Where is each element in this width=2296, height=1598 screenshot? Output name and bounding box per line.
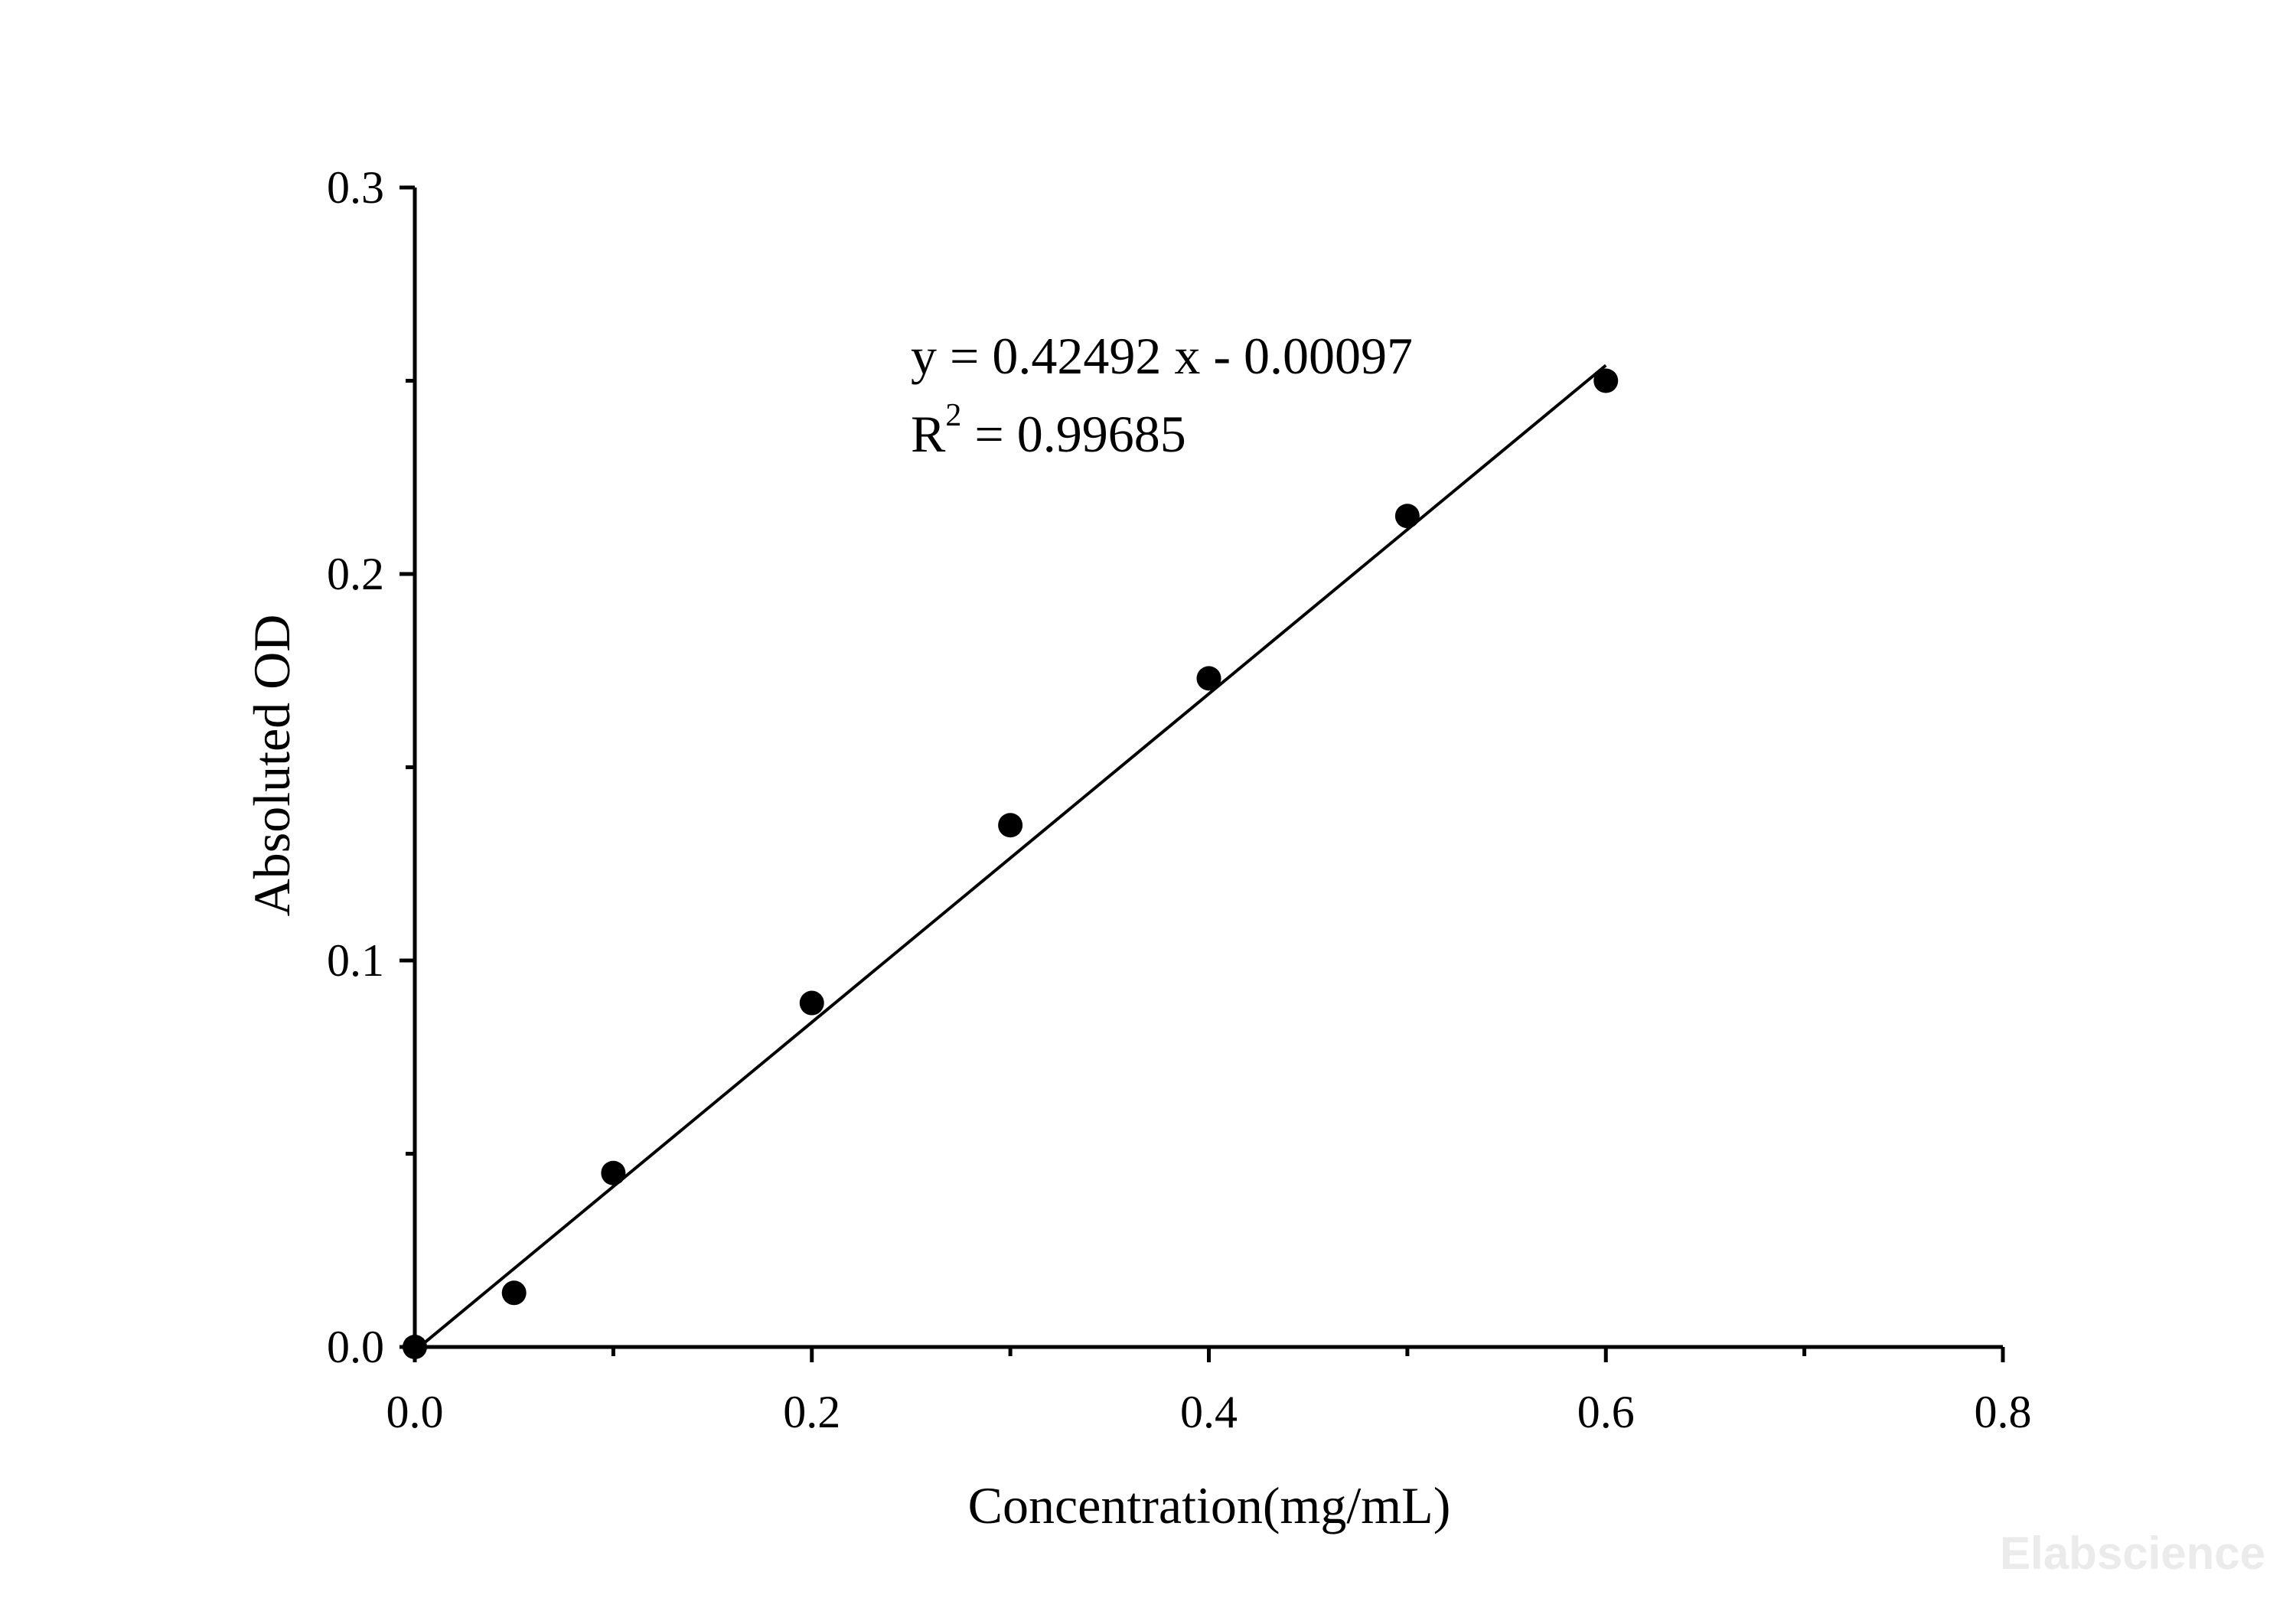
r-squared: R2 = 0.99685	[911, 398, 1186, 463]
x-tick-label: 0.4	[1180, 1387, 1238, 1437]
data-point	[601, 1160, 626, 1185]
fit-line	[413, 364, 1607, 1352]
data-point	[1394, 504, 1420, 529]
data-point	[403, 1335, 427, 1359]
data-point	[998, 813, 1023, 838]
data-point	[1593, 368, 1619, 393]
r-squared-superscript: 2	[945, 398, 961, 433]
y-axis-title: Absoluted OD	[243, 615, 301, 917]
x-tick-label: 0.0	[386, 1387, 444, 1437]
minor-ticks	[406, 379, 1807, 1356]
fit-equation: y = 0.42492 x - 0.00097	[911, 327, 1413, 385]
y-tick-label: 0.3	[327, 162, 384, 213]
tick-labels: 0.0 0.2 0.4 0.6 0.8 0.0 0.1 0.2 0.3	[327, 162, 2032, 1437]
x-tick-label: 0.6	[1577, 1387, 1635, 1437]
x-tick-label: 0.8	[1975, 1387, 2032, 1437]
x-tick-label: 0.2	[783, 1387, 840, 1437]
x-axis-title: Concentration(mg/mL)	[968, 1476, 1451, 1534]
r-squared-prefix: R	[911, 405, 946, 463]
y-tick-label: 0.0	[327, 1322, 384, 1372]
y-tick-label: 0.1	[327, 935, 384, 986]
data-point	[799, 990, 824, 1016]
data-point	[501, 1280, 527, 1306]
data-point	[1196, 666, 1221, 691]
r-squared-value: = 0.99685	[961, 405, 1186, 463]
y-tick-label: 0.2	[327, 549, 384, 599]
data-points	[403, 368, 1619, 1359]
watermark-logo: Elabscience	[2000, 1528, 2265, 1579]
